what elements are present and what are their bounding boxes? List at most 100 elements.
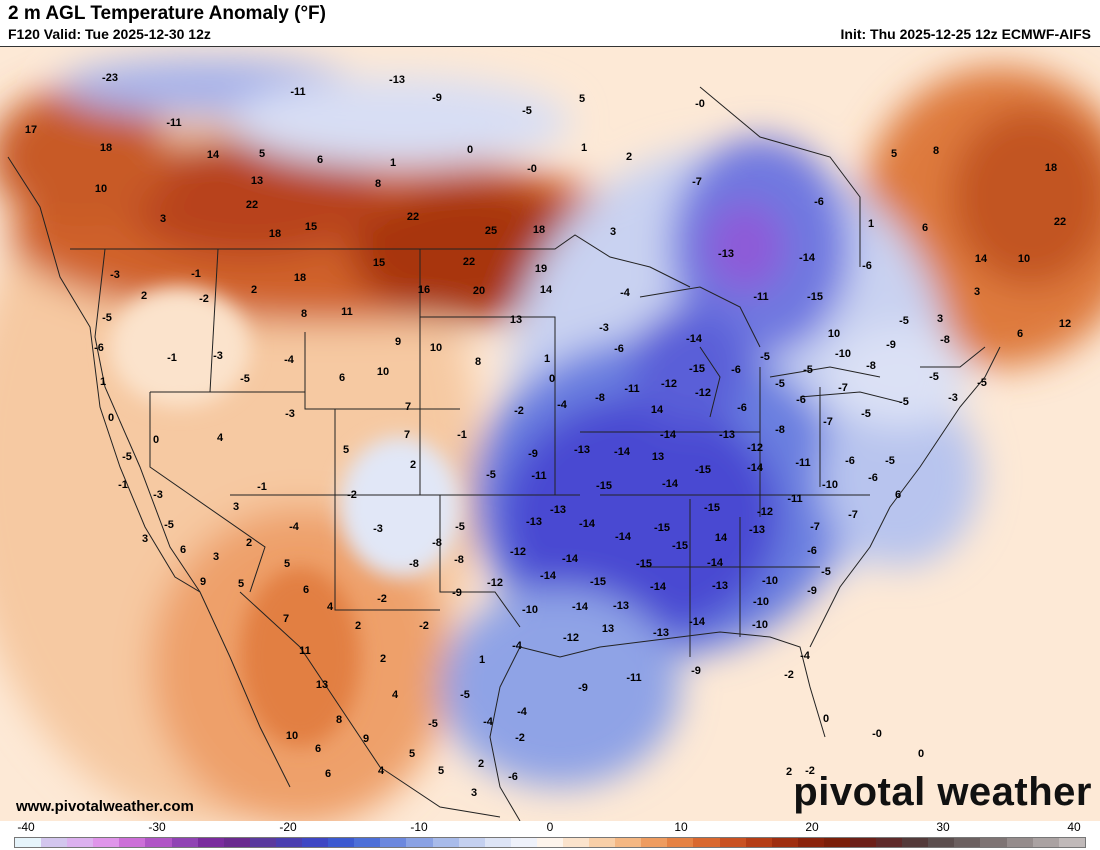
anomaly-label: 7 [405,401,411,413]
anomaly-label: -13 [712,580,728,592]
anomaly-label: -2 [347,489,357,501]
anomaly-label: -11 [290,86,305,98]
anomaly-label: -15 [590,576,606,588]
anomaly-label: -5 [522,105,532,117]
anomaly-label: -15 [596,480,612,492]
anomaly-label: 13 [316,679,328,691]
anomaly-label: 10 [1018,253,1030,265]
anomaly-label: -12 [695,387,711,399]
colorbar-swatch [93,838,120,847]
colorbar-swatch [354,838,381,847]
anomaly-label: -12 [661,378,677,390]
anomaly-label: 2 [478,758,484,770]
colorbar-swatch [406,838,433,847]
anomaly-label: 1 [390,157,396,169]
colorbar-swatch [693,838,720,847]
anomaly-label: -6 [868,472,878,484]
colorbar-swatch [1032,838,1059,847]
anomaly-label: -14 [660,429,677,441]
anomaly-label: 15 [373,257,385,269]
colorbar-swatch [484,838,511,847]
colorbar-swatch [41,838,68,847]
anomaly-label: -15 [704,502,720,514]
anomaly-label: -3 [110,269,120,281]
anomaly-label: 10 [95,183,107,195]
colorbar-swatch [510,838,537,847]
anomaly-label: -5 [977,377,987,389]
anomaly-label: 0 [153,434,159,446]
anomaly-label: 3 [610,226,616,238]
anomaly-label: 4 [392,689,399,701]
anomaly-label: 1 [581,142,587,154]
anomaly-label: 6 [317,154,323,166]
anomaly-label: -14 [747,462,764,474]
anomaly-label: -2 [515,732,525,744]
anomaly-label: -6 [807,545,817,557]
anomaly-label: -5 [240,373,250,385]
anomaly-label: 1 [100,376,106,388]
anomaly-label: -11 [753,291,768,303]
anomaly-label: 0 [467,144,473,156]
anomaly-label: -6 [508,771,518,783]
anomaly-label: -9 [528,448,538,460]
anomaly-label: 4 [378,765,385,777]
anomaly-label: -4 [517,706,528,718]
anomaly-label: 22 [1054,216,1066,228]
init-time: Init: Thu 2025-12-25 12z ECMWF-AIFS [840,26,1091,42]
anomaly-label: 11 [341,306,353,318]
anomaly-label: -7 [692,176,702,188]
anomaly-label: -15 [807,291,823,303]
anomaly-label: -4 [289,521,300,533]
anomaly-label: -12 [757,506,773,518]
anomaly-label: -2 [805,765,815,777]
map-header: 2 m AGL Temperature Anomaly (°F) F120 Va… [0,0,1100,46]
colorbar-tick: -40 [17,820,35,834]
anomaly-fill [0,57,1100,821]
anomaly-label: 3 [471,787,477,799]
anomaly-label: -14 [540,570,557,582]
anomaly-label: 15 [305,221,317,233]
anomaly-label: 2 [246,537,252,549]
colorbar-swatch [249,838,276,847]
colorbar-swatch [15,838,42,847]
anomaly-label: -6 [796,394,806,406]
anomaly-label: -8 [775,424,785,436]
anomaly-label: 0 [108,412,114,424]
anomaly-label: 4 [327,601,334,613]
anomaly-label: -5 [760,351,770,363]
anomaly-label: 0 [823,713,829,725]
anomaly-label: -13 [574,444,590,456]
colorbar-swatch [171,838,198,847]
anomaly-label: -6 [814,196,824,208]
anomaly-label: -9 [578,682,588,694]
anomaly-label: -10 [522,604,538,616]
anomaly-label: 9 [395,336,401,348]
anomaly-label: -12 [563,632,579,644]
anomaly-label: 8 [933,145,939,157]
anomaly-label: -13 [749,524,765,536]
anomaly-label: 3 [142,533,148,545]
anomaly-label: 6 [895,489,901,501]
anomaly-label: -8 [454,554,464,566]
anomaly-label: 22 [463,256,475,268]
colorbar-strip [14,837,1086,848]
anomaly-label: -4 [284,354,295,366]
anomaly-label: -15 [654,522,670,534]
colorbar-swatch [275,838,303,847]
colorbar-swatch [771,838,798,847]
anomaly-label: -6 [845,455,855,467]
anomaly-label: -8 [940,334,950,346]
anomaly-label: -4 [512,640,523,652]
colorbar-tick: 20 [805,820,819,834]
anomaly-label: -8 [866,360,876,372]
anomaly-label: 14 [651,404,664,416]
anomaly-label: 18 [294,272,306,284]
anomaly-label: -9 [432,92,442,104]
anomaly-label: 4 [217,432,224,444]
anomaly-label: -13 [526,516,542,528]
anomaly-label: 10 [430,342,442,354]
anomaly-label: -6 [737,402,747,414]
anomaly-label: 9 [200,576,206,588]
anomaly-label: 13 [510,314,522,326]
anomaly-label: -12 [510,546,526,558]
